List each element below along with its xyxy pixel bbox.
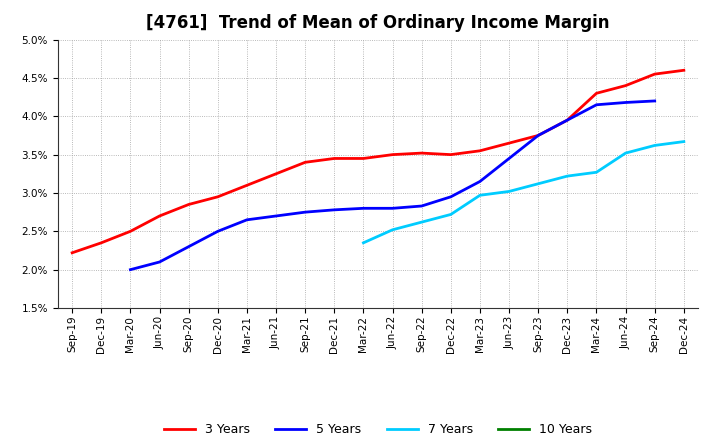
Title: [4761]  Trend of Mean of Ordinary Income Margin: [4761] Trend of Mean of Ordinary Income … [146,15,610,33]
Legend: 3 Years, 5 Years, 7 Years, 10 Years: 3 Years, 5 Years, 7 Years, 10 Years [159,418,597,440]
